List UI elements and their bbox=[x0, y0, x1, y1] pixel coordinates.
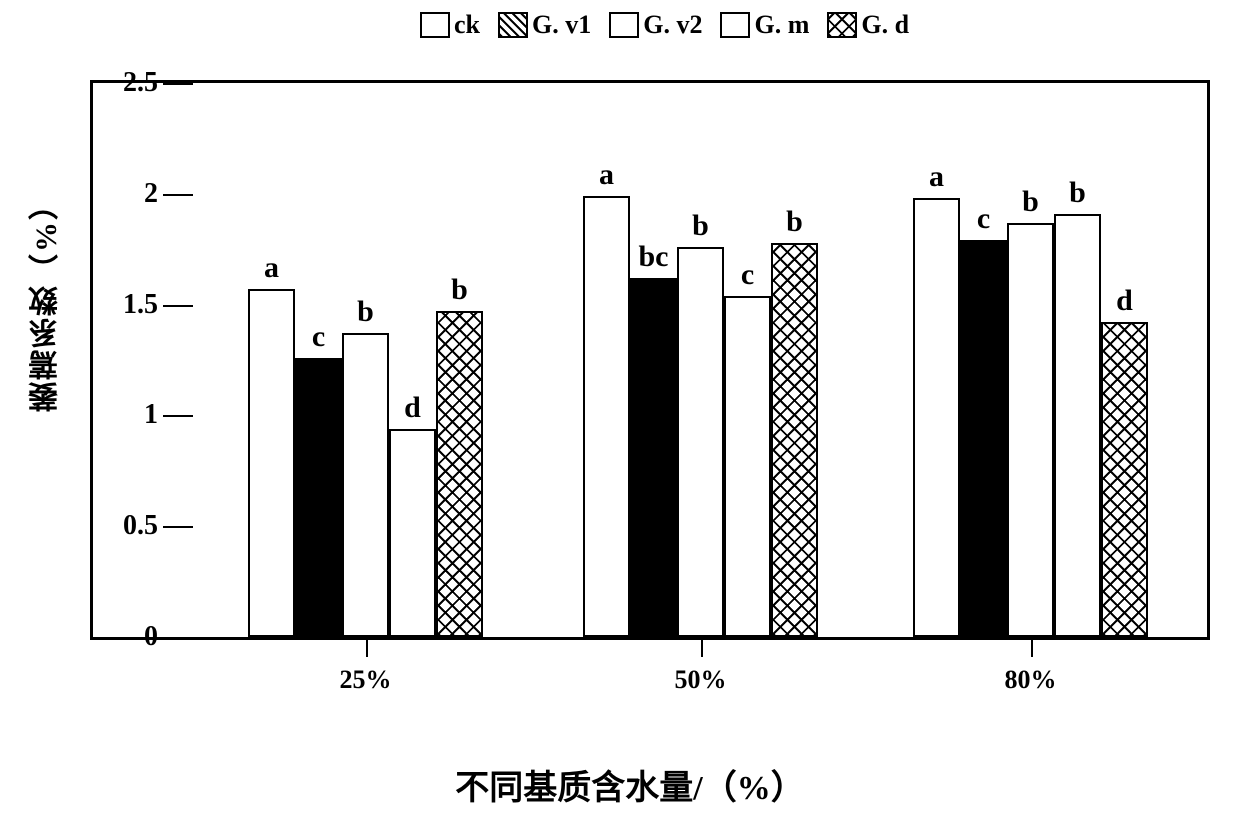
bar-sig-label: b bbox=[1022, 185, 1039, 219]
bar-sig-label: a bbox=[929, 160, 944, 194]
bar bbox=[1007, 223, 1054, 637]
bar-sig-label: b bbox=[692, 209, 709, 243]
bar-sig-label: bc bbox=[639, 240, 669, 274]
y-tick bbox=[163, 83, 193, 85]
x-tick-label: 50% bbox=[675, 665, 727, 695]
bar bbox=[248, 289, 295, 637]
legend-swatch-gv1 bbox=[498, 12, 528, 38]
x-tick bbox=[366, 637, 368, 657]
bar-sig-label: b bbox=[1069, 176, 1086, 210]
y-tick-label: 2.5 bbox=[98, 67, 158, 99]
bar-sig-label: b bbox=[786, 205, 803, 239]
bar bbox=[724, 296, 771, 637]
legend-item-gd: G. d bbox=[827, 10, 909, 40]
y-tick bbox=[163, 305, 193, 307]
y-tick-label: 2 bbox=[98, 178, 158, 210]
bar bbox=[1054, 214, 1101, 637]
bar bbox=[436, 311, 483, 637]
bar-sig-label: c bbox=[741, 258, 754, 292]
legend-label-gv2: G. v2 bbox=[643, 10, 702, 40]
bar bbox=[389, 429, 436, 637]
bar-sig-label: c bbox=[312, 320, 325, 354]
legend-label-gv1: G. v1 bbox=[532, 10, 591, 40]
x-tick-label: 80% bbox=[1005, 665, 1057, 695]
bar bbox=[960, 240, 1007, 637]
x-tick bbox=[701, 637, 703, 657]
bar bbox=[295, 358, 342, 637]
y-tick-label: 0.5 bbox=[98, 510, 158, 542]
x-tick bbox=[1031, 637, 1033, 657]
bar-sig-label: d bbox=[1116, 284, 1133, 318]
y-axis-label: 萎蔫系数（%） bbox=[25, 188, 69, 412]
bar-sig-label: a bbox=[264, 251, 279, 285]
legend-item-ck: ck bbox=[420, 10, 480, 40]
legend-item-gv1: G. v1 bbox=[498, 10, 591, 40]
bar-sig-label: c bbox=[977, 202, 990, 236]
legend-item-gv2: G. v2 bbox=[609, 10, 702, 40]
bar bbox=[630, 278, 677, 637]
bar bbox=[342, 333, 389, 637]
bar-sig-label: b bbox=[357, 295, 374, 329]
legend-swatch-gv2 bbox=[609, 12, 639, 38]
y-tick bbox=[163, 194, 193, 196]
bar bbox=[913, 198, 960, 637]
bar bbox=[1101, 322, 1148, 637]
y-tick-label: 1.5 bbox=[98, 289, 158, 321]
bar bbox=[677, 247, 724, 637]
y-tick bbox=[163, 526, 193, 528]
x-tick-label: 25% bbox=[340, 665, 392, 695]
y-tick bbox=[163, 415, 193, 417]
legend-label-gm: G. m bbox=[754, 10, 809, 40]
chart-area: 00.511.522.5acbdb25%abcbcb50%acbbd80% bbox=[90, 80, 1210, 640]
bar-sig-label: b bbox=[451, 273, 468, 307]
legend: ck G. v1 G. v2 G. m G. d bbox=[420, 10, 909, 40]
legend-item-gm: G. m bbox=[720, 10, 809, 40]
legend-swatch-gd bbox=[827, 12, 857, 38]
bar bbox=[583, 196, 630, 637]
legend-swatch-gm bbox=[720, 12, 750, 38]
y-tick bbox=[163, 637, 193, 639]
legend-swatch-ck bbox=[420, 12, 450, 38]
legend-label-gd: G. d bbox=[861, 10, 909, 40]
y-tick-label: 1 bbox=[98, 399, 158, 431]
y-tick-label: 0 bbox=[98, 621, 158, 653]
bar-sig-label: d bbox=[404, 391, 421, 425]
bar-sig-label: a bbox=[599, 158, 614, 192]
plot-region: 00.511.522.5acbdb25%abcbcb50%acbbd80% bbox=[193, 83, 1207, 637]
legend-label-ck: ck bbox=[454, 10, 480, 40]
x-axis-label: 不同基质含水量/（%） bbox=[0, 760, 1260, 809]
bar bbox=[771, 243, 818, 637]
